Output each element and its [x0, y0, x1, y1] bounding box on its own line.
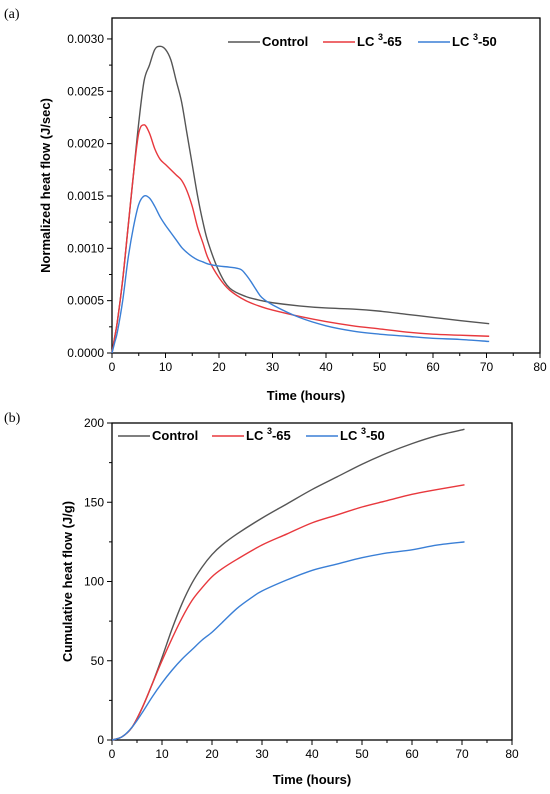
series-line-0: [111, 45, 490, 354]
panel-b: (b) 0 10 20 30 40 50 60 70 80 0 50 100 150 200 Time (ho…: [4, 411, 519, 787]
legend-label-1: LC 3-65: [357, 32, 402, 49]
y-tick-label: 0.0015: [67, 189, 104, 203]
series-line-1: [111, 484, 465, 741]
plot-frame: [111, 422, 513, 741]
y-axis-title: Cumulative heat flow (J/g): [60, 501, 75, 662]
x-tick-label: 80: [533, 360, 547, 374]
y-tick-label: 0.0005: [67, 294, 104, 308]
y-tick-label: 150: [84, 495, 104, 509]
y-tick-label: 0.0020: [67, 137, 104, 151]
x-tick-label: 20: [205, 747, 219, 761]
x-tick-label: 70: [480, 360, 494, 374]
x-tick-label: 10: [159, 360, 173, 374]
x-tick-label: 20: [212, 360, 226, 374]
x-tick-label: 30: [255, 747, 269, 761]
series-line-1: [111, 124, 490, 354]
y-tick-label: 0: [97, 733, 104, 747]
panel-label: (a): [4, 7, 20, 22]
series-line-2: [111, 194, 490, 354]
y-axis-title: Normalized heat flow (J/sec): [38, 98, 53, 273]
legend-label-2: LC 3-50: [452, 32, 497, 49]
series-line-2: [111, 541, 465, 741]
y-tick-label: 0.0030: [67, 32, 104, 46]
x-tick-label: 70: [455, 747, 469, 761]
legend-label-1: LC 3-65: [246, 426, 291, 443]
x-tick-label: 40: [305, 747, 319, 761]
x-tick-label: 0: [109, 360, 116, 374]
y-tick-label: 50: [91, 654, 105, 668]
panel-label: (b): [4, 411, 21, 426]
x-tick-label: 30: [266, 360, 280, 374]
x-tick-label: 0: [109, 747, 116, 761]
y-tick-label: 0.0025: [67, 84, 104, 98]
series-line-0: [111, 428, 465, 741]
x-tick-label: 50: [355, 747, 369, 761]
x-axis-title: Time (hours): [273, 772, 352, 787]
y-tick-label: 0.0010: [67, 241, 104, 255]
x-tick-label: 60: [426, 360, 440, 374]
x-tick-label: 80: [505, 747, 519, 761]
legend-label-0: Control: [152, 428, 198, 443]
x-tick-label: 10: [155, 747, 169, 761]
x-tick-label: 50: [373, 360, 387, 374]
legend-label-0: Control: [262, 34, 308, 49]
x-tick-label: 40: [319, 360, 333, 374]
x-axis-title: Time (hours): [267, 388, 346, 403]
legend-label-2: LC 3-50: [340, 426, 385, 443]
x-tick-label: 60: [405, 747, 419, 761]
y-tick-label: 100: [84, 575, 104, 589]
y-tick-label: 0.0000: [67, 346, 104, 360]
y-tick-label: 200: [84, 416, 104, 430]
plot-frame: [111, 17, 541, 354]
panel-a: (a) 0 10 20 30 40 50 60 70 80 0.0000 0.0005 0.0010 0.…: [4, 7, 547, 403]
